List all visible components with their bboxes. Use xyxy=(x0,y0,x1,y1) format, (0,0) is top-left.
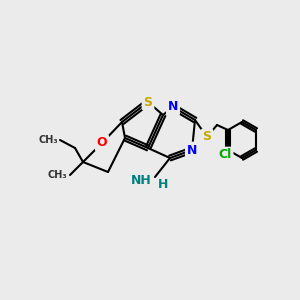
Text: NH: NH xyxy=(131,173,152,187)
Text: CH₃: CH₃ xyxy=(38,135,58,145)
Text: Cl: Cl xyxy=(218,148,232,161)
Text: S: S xyxy=(202,130,211,143)
Text: H: H xyxy=(158,178,168,190)
Text: O: O xyxy=(97,136,107,149)
Text: N: N xyxy=(168,100,178,113)
Text: N: N xyxy=(187,143,197,157)
Text: CH₃: CH₃ xyxy=(47,170,67,180)
Text: S: S xyxy=(143,95,152,109)
